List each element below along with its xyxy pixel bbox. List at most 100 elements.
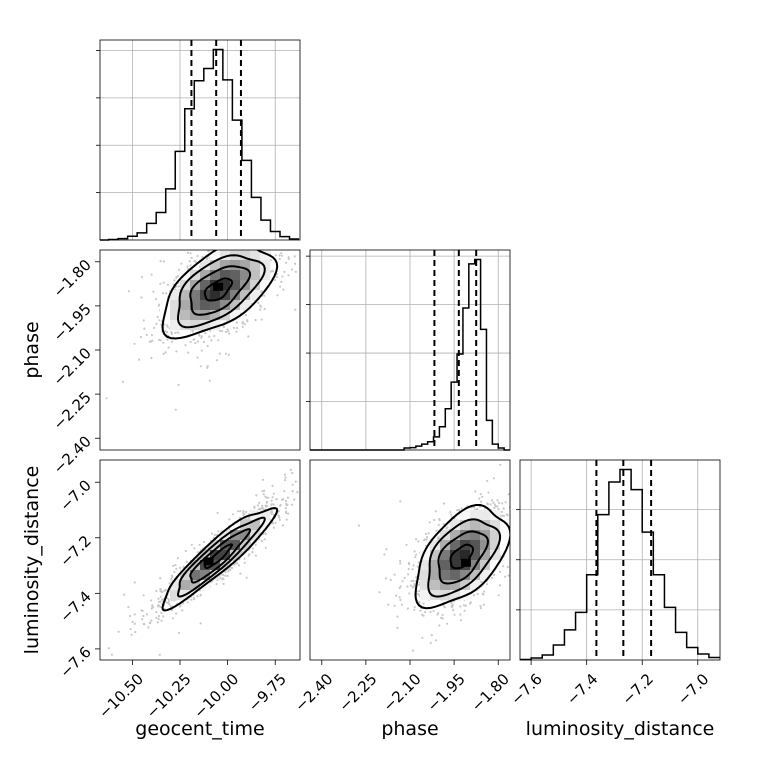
density-cell <box>490 530 501 541</box>
y-tick-label: −2.10 <box>50 344 95 389</box>
density-cell <box>200 280 211 291</box>
y-tick-label: −2.25 <box>50 388 95 433</box>
density-cell <box>450 550 461 561</box>
density-cell <box>170 310 181 321</box>
density-cell <box>420 550 431 561</box>
density-cell <box>170 320 181 331</box>
density-cell <box>210 300 221 311</box>
density-panel-geocent_time-phase <box>99 249 301 451</box>
density-peak <box>460 558 471 567</box>
y-tick-label: −7.0 <box>56 476 94 514</box>
density-cell <box>480 540 491 551</box>
density-cell <box>180 330 191 341</box>
density-cell <box>450 560 461 571</box>
density-cell <box>240 260 251 271</box>
density-panel-geocent_time-luminosity_distance <box>99 459 301 661</box>
density-cell <box>480 510 491 521</box>
density-cell <box>450 590 461 601</box>
density-cell <box>260 520 271 531</box>
panel-frame <box>99 39 301 241</box>
density-cell <box>200 270 211 281</box>
density-cell <box>440 580 451 591</box>
density-cell <box>220 260 231 271</box>
density-cell <box>190 320 201 331</box>
density-cell <box>440 570 451 581</box>
density-cell <box>460 530 471 541</box>
density-contour <box>414 504 510 610</box>
density-cell <box>490 540 501 551</box>
x-axis-label: luminosity_distance <box>526 718 715 740</box>
density-cell <box>470 570 481 581</box>
x-tick-label: −7.2 <box>618 670 656 708</box>
density-cell <box>190 300 201 311</box>
density-contour <box>161 250 279 340</box>
histogram-panel-phase <box>306 249 511 451</box>
density-cell <box>200 550 211 561</box>
y-axis-label: luminosity_distance <box>21 466 43 655</box>
density-cell <box>180 570 191 581</box>
y-tick-label: −2.40 <box>50 432 95 477</box>
density-peak <box>203 557 214 566</box>
density-cell <box>480 570 491 581</box>
density-cell <box>470 580 481 591</box>
density-contour <box>203 277 234 302</box>
density-cell <box>470 540 481 551</box>
density-cell <box>470 510 481 521</box>
density-contour <box>189 528 252 584</box>
density-cell <box>260 250 271 261</box>
density-cell <box>200 320 211 331</box>
density-cell <box>230 520 241 531</box>
density-cell <box>420 570 431 581</box>
density-cell <box>430 580 441 591</box>
density-cell <box>260 260 271 271</box>
density-cell <box>180 320 191 331</box>
x-tick-label: −10.50 <box>95 670 147 722</box>
density-cell <box>250 250 261 261</box>
density-cell <box>230 540 241 551</box>
density-cell <box>480 520 491 531</box>
density-cell <box>260 280 271 291</box>
x-tick-label: −10.00 <box>190 670 242 722</box>
density-cell <box>240 290 251 301</box>
density-contour <box>437 530 489 585</box>
density-cell <box>450 570 461 581</box>
density-cell <box>450 580 461 591</box>
density-cell <box>250 270 261 281</box>
density-cell <box>470 530 481 541</box>
density-cell <box>180 300 191 311</box>
x-tick-label: −1.95 <box>424 670 469 715</box>
density-cell <box>470 520 481 531</box>
density-cell <box>440 560 451 571</box>
density-cell <box>430 550 441 561</box>
density-cell <box>190 310 201 321</box>
density-cell <box>490 560 501 571</box>
density-cell <box>210 320 221 331</box>
density-cell <box>210 570 221 581</box>
density-cell <box>250 260 261 271</box>
x-tick-label: −7.0 <box>674 670 712 708</box>
density-cell <box>430 560 441 571</box>
density-cell <box>230 280 241 291</box>
density-cell <box>240 530 251 541</box>
density-cell <box>210 260 221 271</box>
density-cell <box>460 510 471 521</box>
density-cell <box>170 590 181 601</box>
density-cell <box>220 300 231 311</box>
density-cell <box>210 560 221 571</box>
density-cell <box>180 310 191 321</box>
density-cell <box>420 590 431 601</box>
x-tick-label: −7.6 <box>507 670 545 708</box>
density-cell <box>430 600 441 611</box>
x-tick-label: −2.10 <box>380 670 425 715</box>
density-cell <box>500 530 510 541</box>
density-cell <box>240 250 251 261</box>
y-tick-label: −7.4 <box>56 587 94 625</box>
density-cell <box>500 520 510 531</box>
density-contour <box>189 265 252 316</box>
density-cell <box>430 570 441 581</box>
density-cell <box>220 250 231 261</box>
density-cell <box>490 520 501 531</box>
density-cell <box>250 290 261 301</box>
density-cell <box>210 310 221 321</box>
